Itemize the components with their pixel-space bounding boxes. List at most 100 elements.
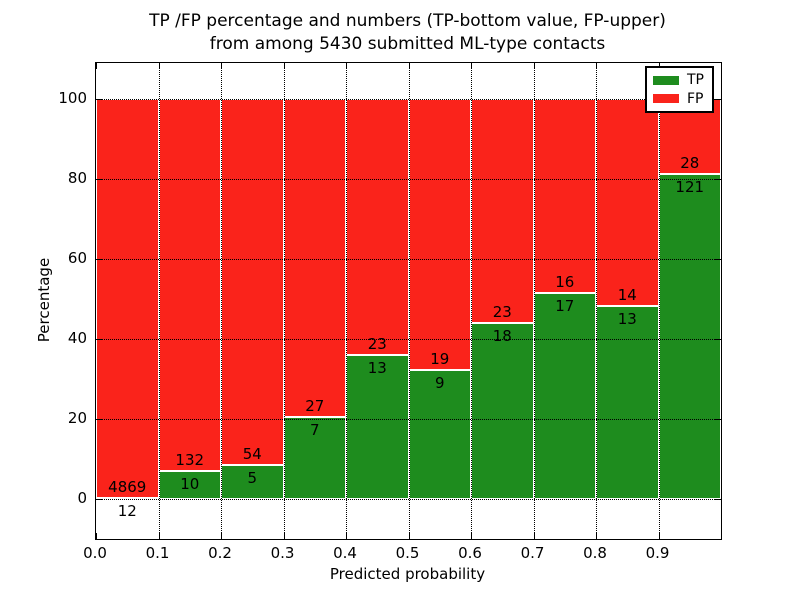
gridline-vertical xyxy=(346,63,347,539)
bar-segment-tp xyxy=(596,306,659,499)
bar-segment-fp xyxy=(596,99,659,307)
x-axis-tick-top xyxy=(158,63,160,69)
x-axis-tick-top xyxy=(221,63,222,69)
legend-item-fp: FP xyxy=(653,91,706,107)
bar-segment-tp xyxy=(158,470,221,499)
bar-segment-fp xyxy=(408,99,471,371)
x-axis-tick-label: 0.1 xyxy=(145,544,170,562)
chart-title: TP /FP percentage and numbers (TP-bottom… xyxy=(95,10,720,56)
fp-count-label: 19 xyxy=(430,350,450,369)
tp-count-label: 17 xyxy=(555,296,575,315)
tp-count-label: 10 xyxy=(180,474,200,493)
x-axis-tick-top xyxy=(408,63,410,69)
tp-count-label: 9 xyxy=(434,374,445,393)
y-axis-tick-label: 100 xyxy=(58,89,87,107)
x-axis-tick xyxy=(283,533,285,539)
gridline-vertical xyxy=(408,63,410,539)
legend-swatch-tp-icon xyxy=(653,75,679,85)
fp-count-label: 132 xyxy=(175,450,205,469)
tp-count-label: 18 xyxy=(492,327,512,346)
x-axis-tick xyxy=(471,533,472,539)
y-axis-tick xyxy=(96,419,102,420)
legend-swatch-fp-icon xyxy=(653,94,679,104)
fp-count-label: 14 xyxy=(617,286,637,305)
x-axis-tick-top xyxy=(283,63,285,69)
tp-count-label: 12 xyxy=(117,502,137,521)
gridline-vertical xyxy=(596,63,597,539)
x-axis-tick xyxy=(346,533,347,539)
x-axis-tick-top xyxy=(346,63,347,69)
y-axis-tick-label: 20 xyxy=(67,409,87,427)
x-axis-tick xyxy=(533,533,535,539)
bar-segment-fp xyxy=(158,99,221,471)
y-axis-tick-right xyxy=(715,419,721,420)
tp-count-label: 121 xyxy=(675,178,705,197)
y-axis-tick-label: 0 xyxy=(77,489,87,507)
x-axis-tick-label: 0.4 xyxy=(333,544,357,562)
fp-count-label: 23 xyxy=(492,303,512,322)
y-axis-tick xyxy=(96,259,102,260)
plot-area: 4869 12 132 10 54 5 27 7 23 13 19 9 23 18 16 17 14 13 28 12… xyxy=(95,62,722,540)
x-axis-tick xyxy=(221,533,222,539)
gridline-vertical xyxy=(658,63,660,539)
x-axis-tick-label: 0.6 xyxy=(458,544,482,562)
bar-segment-tp xyxy=(283,416,346,499)
x-axis-tick xyxy=(96,533,97,539)
chart-title-line1: TP /FP percentage and numbers (TP-bottom… xyxy=(149,11,666,31)
bar-segment-fp xyxy=(346,99,409,355)
tp-count-label: 5 xyxy=(247,469,258,488)
legend: TP FP xyxy=(645,66,714,113)
fp-count-label: 16 xyxy=(555,272,575,291)
y-axis-tick-label: 80 xyxy=(67,169,87,187)
legend-label-tp: TP xyxy=(687,72,704,89)
fp-count-label: 27 xyxy=(305,396,325,415)
x-axis-tick-top xyxy=(471,63,472,69)
fp-count-label: 23 xyxy=(367,334,387,353)
y-axis-tick-right xyxy=(715,99,721,100)
bar-segment-fp xyxy=(283,99,346,417)
x-axis-tick xyxy=(596,533,597,539)
x-axis-tick-top xyxy=(533,63,535,69)
gridline-vertical xyxy=(533,63,535,539)
y-axis-tick-right xyxy=(715,179,721,180)
y-axis-tick xyxy=(96,339,102,340)
bar-segment-fp xyxy=(221,99,284,466)
tp-count-label: 13 xyxy=(617,310,637,329)
y-axis-tick-label: 60 xyxy=(67,249,87,267)
y-axis-tick xyxy=(96,179,102,180)
x-axis-tick-label: 0.7 xyxy=(520,544,545,562)
y-axis-tick xyxy=(96,99,102,100)
legend-label-fp: FP xyxy=(687,90,704,107)
x-axis-tick-top xyxy=(96,63,97,69)
bar-segment-tp xyxy=(471,323,534,499)
x-axis-tick-label: 0.5 xyxy=(395,544,420,562)
fp-count-label: 28 xyxy=(680,154,700,173)
gridline-vertical xyxy=(471,63,472,539)
x-axis-tick xyxy=(408,533,410,539)
bar-segment-tp xyxy=(533,292,596,499)
x-axis-tick-label: 0.9 xyxy=(645,544,670,562)
y-axis-tick-right xyxy=(715,339,721,340)
x-axis-tick-label: 0.0 xyxy=(83,544,107,562)
bar-segment-fp xyxy=(533,99,596,293)
tp-count-label: 7 xyxy=(309,420,320,439)
y-axis-tick-label: 40 xyxy=(67,329,87,347)
fp-count-label: 54 xyxy=(242,445,262,464)
x-axis-tick xyxy=(658,533,660,539)
bar-segment-fp xyxy=(471,99,534,324)
x-axis-tick-label: 0.3 xyxy=(270,544,295,562)
x-axis-tick-label: 0.2 xyxy=(208,544,232,562)
y-axis-tick xyxy=(96,499,102,500)
bar-segment-tp xyxy=(346,354,409,499)
fp-count-label: 4869 xyxy=(108,478,147,497)
x-axis-tick xyxy=(158,533,160,539)
y-axis-tick-right xyxy=(715,259,721,260)
gridline-vertical xyxy=(221,63,222,539)
legend-item-tp: TP xyxy=(653,72,706,88)
y-axis-tick-right xyxy=(715,499,721,500)
bar-segment-tp xyxy=(658,174,721,499)
gridline-vertical xyxy=(283,63,285,539)
tp-count-label: 13 xyxy=(367,358,387,377)
x-axis-tick-top xyxy=(596,63,597,69)
